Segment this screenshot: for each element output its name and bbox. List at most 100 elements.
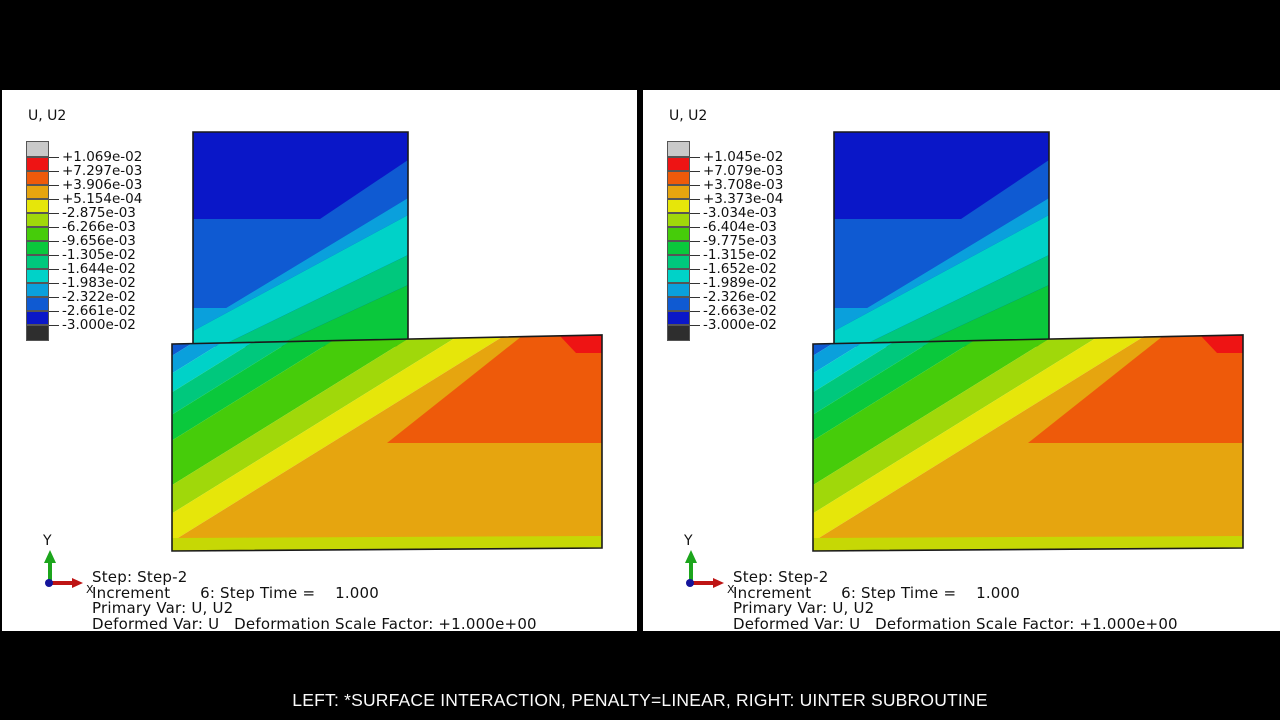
column-band-blue — [834, 160, 1049, 308]
foundation-band-lightblue — [813, 342, 863, 374]
legend-swatch-band — [26, 171, 49, 185]
legend-tick — [690, 199, 700, 200]
contour-variable-label: U, U2 — [28, 108, 67, 124]
legend-value: +5.154e-04 — [62, 191, 143, 207]
legend-tick — [49, 171, 59, 172]
legend-swatch-band — [26, 199, 49, 213]
legend-value: -9.656e-03 — [62, 233, 136, 249]
deformed-var-line: Deformed Var: U Deformation Scale Factor… — [92, 614, 537, 633]
column-band-green — [917, 285, 1049, 346]
legend-tick — [690, 213, 700, 214]
legend-swatch-above-max — [26, 141, 49, 157]
legend-swatch-band — [26, 269, 49, 283]
legend-tick — [49, 283, 59, 284]
foundation-band-turquoise — [172, 342, 253, 393]
legend-swatch-band — [667, 255, 690, 269]
legend-swatch-band — [667, 171, 690, 185]
column-band-turquoise — [193, 215, 408, 346]
legend-swatch-below-min — [667, 325, 690, 341]
legend-value: +1.045e-02 — [703, 149, 784, 165]
increment-line: Increment 6: Step Time = 1.000 — [92, 583, 380, 602]
legend-tick — [690, 157, 700, 158]
state-block: Step: Step-2 Increment 6: Step Time = 1.… — [92, 569, 537, 633]
contour-legend: +1.069e-02 +7.297e-03 +3.906e-03 +5.154e-04… — [26, 141, 186, 346]
legend-value: +3.708e-03 — [703, 177, 784, 193]
contour-plot — [171, 131, 603, 552]
foundation-outline — [171, 334, 603, 552]
column-band-lightblue — [834, 198, 1049, 331]
foundation-outline — [812, 334, 1244, 552]
foundation-band-blue — [813, 343, 833, 356]
legend-value: -2.663e-02 — [703, 303, 777, 319]
legend-value: -3.000e-02 — [703, 317, 777, 333]
legend-value: -6.266e-03 — [62, 219, 136, 235]
legend-tick — [49, 157, 59, 158]
foundation-band-green2 — [813, 339, 1049, 486]
legend-tick — [690, 283, 700, 284]
legend-swatch-band — [26, 213, 49, 227]
viewport-right: U, U2 +1.045e-02 +7.079e-03 +3.708e-03 +3.3… — [643, 90, 1280, 631]
column-band-lightblue — [193, 198, 408, 331]
legend-swatch-band — [667, 311, 690, 325]
legend-swatch-band — [26, 311, 49, 325]
legend-value: -1.652e-02 — [703, 261, 777, 277]
column-band-blue — [193, 160, 408, 308]
legend-swatch-above-max — [667, 141, 690, 157]
foundation-band-blue — [172, 343, 192, 356]
caption: LEFT: *SURFACE INTERACTION, PENALTY=LINE… — [292, 690, 988, 710]
primary-var-line: Primary Var: U, U2 — [92, 599, 234, 618]
legend-tick — [690, 311, 700, 312]
foundation-red-corner — [1201, 335, 1243, 353]
legend-swatch-band — [26, 185, 49, 199]
legend-value: +3.906e-03 — [62, 177, 143, 193]
step-line: Step: Step-2 — [733, 568, 829, 586]
state-block: Step: Step-2 Increment 6: Step Time = 1.… — [733, 568, 1178, 633]
legend-swatch-band — [26, 157, 49, 171]
column-band-springgreen — [221, 255, 408, 346]
foundation-red-corner — [560, 335, 602, 353]
legend-tick — [49, 255, 59, 256]
legend-tick — [49, 185, 59, 186]
foundation-orange-region — [1028, 335, 1243, 443]
column-band-springgreen — [862, 255, 1049, 346]
legend-swatch-band — [26, 297, 49, 311]
contour-legend: +1.045e-02 +7.079e-03 +3.708e-03 +3.373e-04… — [667, 141, 827, 346]
viewport-left: U, U2 +1.069e-02 +7.297e-03 +3.906e-03 +5.1… — [2, 90, 637, 631]
legend-value: -1.989e-02 — [703, 275, 777, 291]
legend-value: -1.315e-02 — [703, 247, 777, 263]
legend-value: -1.644e-02 — [62, 261, 136, 277]
legend-swatch-band — [667, 199, 690, 213]
legend-value: +7.297e-03 — [62, 163, 143, 179]
deformed-var-line: Deformed Var: U Deformation Scale Factor… — [733, 614, 1178, 633]
increment-line: Increment 6: Step Time = 1.000 — [733, 583, 1021, 602]
legend-value: -2.326e-02 — [703, 289, 777, 305]
legend-value: -2.661e-02 — [62, 303, 136, 319]
contour-plot — [812, 131, 1244, 552]
legend-swatch-band — [667, 297, 690, 311]
column-band-turquoise — [834, 215, 1049, 346]
legend-value: -6.404e-03 — [703, 219, 777, 235]
legend-swatch-band — [667, 241, 690, 255]
legend-tick — [690, 171, 700, 172]
foundation-band-yellowgreen — [172, 338, 455, 514]
foundation-bottom-strip — [813, 536, 1243, 551]
legend-swatch-band — [667, 185, 690, 199]
legend-tick — [49, 325, 59, 326]
legend-tick — [49, 311, 59, 312]
legend-swatch-band — [667, 283, 690, 297]
foundation-orange-region — [387, 335, 602, 443]
legend-swatch-band — [26, 241, 49, 255]
legend-tick — [49, 297, 59, 298]
contour-variable-label: U, U2 — [669, 108, 708, 124]
legend-value: -1.305e-02 — [62, 247, 136, 263]
legend-tick — [690, 325, 700, 326]
legend-value: -2.875e-03 — [62, 205, 136, 221]
legend-swatch-band — [26, 283, 49, 297]
column-band-green — [276, 285, 408, 346]
legend-tick — [690, 255, 700, 256]
legend-tick — [690, 241, 700, 242]
legend-swatch-band — [667, 157, 690, 171]
legend-value: -9.775e-03 — [703, 233, 777, 249]
legend-value: +3.373e-04 — [703, 191, 784, 207]
legend-tick — [49, 199, 59, 200]
